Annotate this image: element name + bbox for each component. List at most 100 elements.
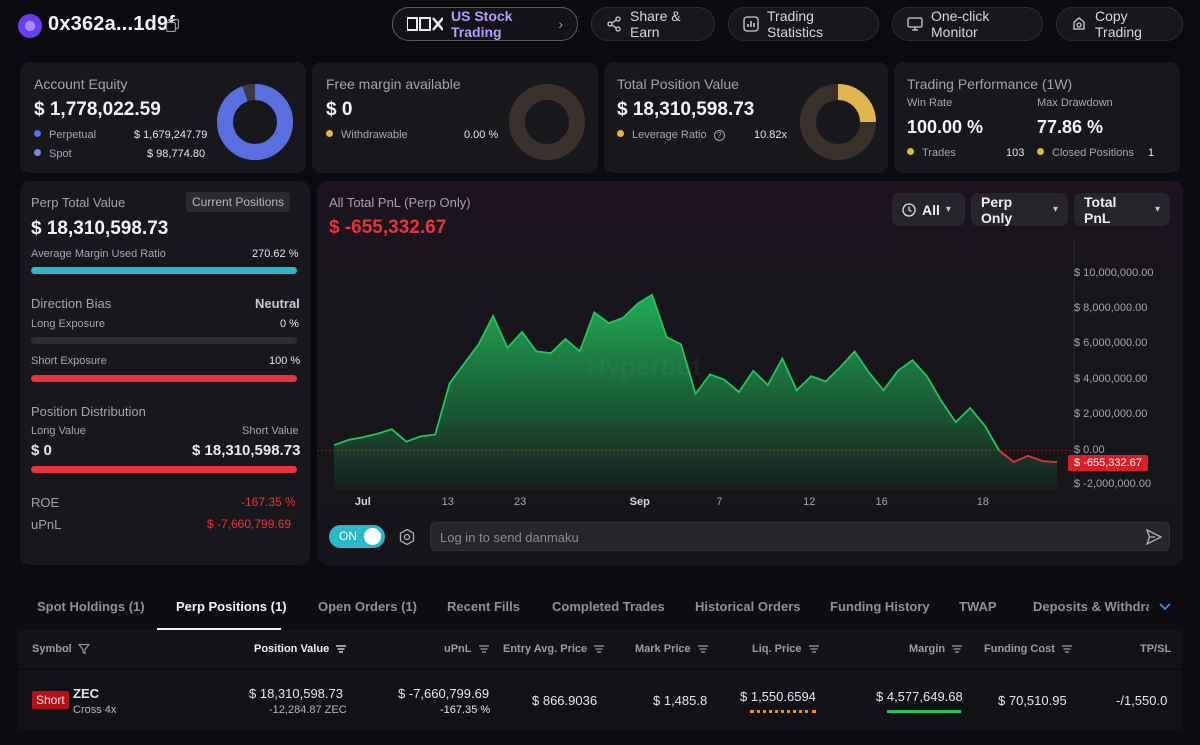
send-icon[interactable] [1145, 528, 1163, 546]
avg-margin-bar [31, 267, 297, 274]
tpsl-cell[interactable]: -/1,550.0 [1116, 693, 1168, 708]
header-funding-cost[interactable]: Funding Cost [984, 643, 1073, 655]
max-drawdown-label: Max Drawdown [1037, 97, 1113, 109]
table-row[interactable] [18, 670, 1182, 730]
tab-open-orders-1[interactable]: Open Orders (1) [318, 599, 417, 614]
sort-icon [808, 645, 819, 653]
metric-value: Total PnL [1084, 193, 1117, 226]
header-symbol[interactable]: Symbol [32, 643, 90, 655]
account-equity-card: Account Equity $ 1,778,022.59 Perpetual … [20, 62, 306, 173]
active-tab-underline [157, 628, 281, 630]
header-liq-price[interactable]: Liq. Price [752, 643, 820, 655]
roe-label: ROE [31, 495, 60, 510]
header-mark-price[interactable]: Mark Price [635, 643, 709, 655]
margin-cell: $ 4,577,649.68 [876, 689, 963, 704]
us-stock-trading-button[interactable]: US Stock Trading › [392, 7, 578, 41]
perpetual-legend: Perpetual [34, 129, 96, 141]
chevron-right-icon: › [558, 16, 563, 32]
header-position-value[interactable]: Position Value [254, 643, 347, 655]
y-tick-label: $ 0.00 [1074, 443, 1105, 456]
tab-recent-fills[interactable]: Recent Fills [447, 599, 520, 614]
clock-icon [902, 202, 916, 217]
liq-price-indicator [750, 710, 816, 713]
copy-trading-button[interactable]: Copy Trading [1056, 7, 1183, 41]
free-margin-value: $ 0 [326, 99, 353, 120]
upnl-pct-cell: -167.35 % [440, 704, 491, 716]
monitor-icon [907, 17, 923, 31]
share-earn-label: Share & Earn [630, 8, 681, 40]
header-tp-sl[interactable]: TP/SL [1140, 643, 1172, 655]
perpetual-dot [34, 130, 41, 137]
copy-trading-icon [1073, 17, 1085, 30]
chevron-down-icon: ▾ [945, 204, 951, 215]
upnl-cell: $ -7,660,799.69 [398, 686, 490, 701]
x-tick-label: 7 [716, 496, 723, 508]
win-rate-label: Win Rate [907, 97, 953, 109]
trading-performance-title: Trading Performance (1W) [907, 76, 1073, 92]
win-rate-value: 100.00 % [907, 117, 984, 137]
position-distribution-bar [31, 466, 297, 473]
toggle-knob [364, 528, 381, 545]
tab-historical-orders[interactable]: Historical Orders [695, 599, 801, 614]
withdrawable-value: 0.00 % [464, 129, 499, 141]
pnl-area-chart[interactable]: Hyperbot [317, 240, 1183, 510]
perpetual-value: $ 1,679,247.79 [134, 129, 208, 141]
us-stock-trading-label: US Stock Trading [451, 8, 513, 40]
y-tick-label: $ 6,000,000.00 [1074, 337, 1148, 350]
long-exposure-value: 0 % [280, 318, 299, 330]
toggle-label: ON [339, 529, 357, 543]
one-click-monitor-button[interactable]: One-click Monitor [892, 7, 1043, 41]
side-badge: Short [32, 691, 69, 709]
current-value-marker: $ -655,332.67 [1068, 455, 1148, 471]
trading-statistics-button[interactable]: Trading Statistics [728, 7, 879, 41]
time-range-dropdown[interactable]: All ▾ [892, 193, 965, 226]
danmaku-toggle[interactable]: ON [329, 525, 385, 548]
pnl-negative-line [998, 449, 1058, 464]
leverage-ratio-value: 10.82x [754, 129, 788, 141]
tab-completed-trades[interactable]: Completed Trades [552, 599, 665, 614]
x-tick-label: 23 [513, 496, 527, 508]
header-entry-avg-price[interactable]: Entry Avg. Price [503, 643, 605, 655]
header-margin[interactable]: Margin [909, 643, 963, 655]
header-upnl[interactable]: uPnL [444, 643, 490, 655]
share-earn-button[interactable]: Share & Earn [591, 7, 715, 41]
settings-icon[interactable] [398, 528, 416, 546]
perp-total-value: $ 18,310,598.73 [31, 218, 169, 239]
avg-margin-label: Average Margin Used Ratio [31, 248, 166, 260]
spot-legend: Spot [34, 148, 72, 160]
leverage-dot [617, 130, 624, 137]
tab-twap[interactable]: TWAP [959, 599, 997, 614]
trades-legend: Trades [907, 147, 956, 159]
copy-icon[interactable] [166, 19, 179, 32]
short-exposure-bar [31, 375, 297, 382]
long-value-label: Long Value [31, 425, 86, 437]
x-tick-label: 16 [875, 496, 888, 508]
tab-spot-holdings-1[interactable]: Spot Holdings (1) [37, 599, 145, 614]
time-range-value: All [922, 201, 940, 218]
info-icon[interactable]: ? [713, 130, 725, 141]
tab-perp-positions-1[interactable]: Perp Positions (1) [176, 599, 287, 614]
direction-bias-label: Direction Bias [31, 296, 112, 311]
y-tick-label: $ 2,000,000.00 [1074, 408, 1148, 421]
symbol-cell[interactable]: ZEC [73, 686, 99, 701]
perp-total-value-title: Perp Total Value [31, 195, 126, 210]
spot-value: $ 98,774.80 [147, 148, 206, 160]
chevron-down-icon[interactable] [1158, 601, 1172, 613]
closed-dot [1037, 148, 1044, 155]
y-tick-label: $ 4,000,000.00 [1074, 372, 1148, 385]
metric-dropdown[interactable]: Total PnL ▾ [1074, 193, 1170, 226]
long-exposure-bar [31, 337, 297, 344]
free-margin-title: Free margin available [326, 76, 461, 92]
short-value: $ 18,310,598.73 [192, 442, 301, 459]
sort-icon [336, 645, 347, 653]
position-value-cell: $ 18,310,598.73 [249, 686, 343, 701]
tab-deposits-withdraw[interactable]: Deposits & Withdraw [1033, 599, 1149, 614]
pnl-value: $ -655,332.67 [329, 217, 447, 238]
x-tick-label: 13 [441, 496, 454, 508]
tab-funding-history[interactable]: Funding History [830, 599, 930, 614]
account-equity-value: $ 1,778,022.59 [34, 99, 161, 120]
danmaku-input[interactable]: Log in to send danmaku [430, 522, 1170, 551]
scope-dropdown[interactable]: Perp Only ▾ [971, 193, 1068, 226]
trading-statistics-label: Trading Statistics [767, 8, 824, 40]
x-tick-label: Jul [354, 496, 371, 508]
